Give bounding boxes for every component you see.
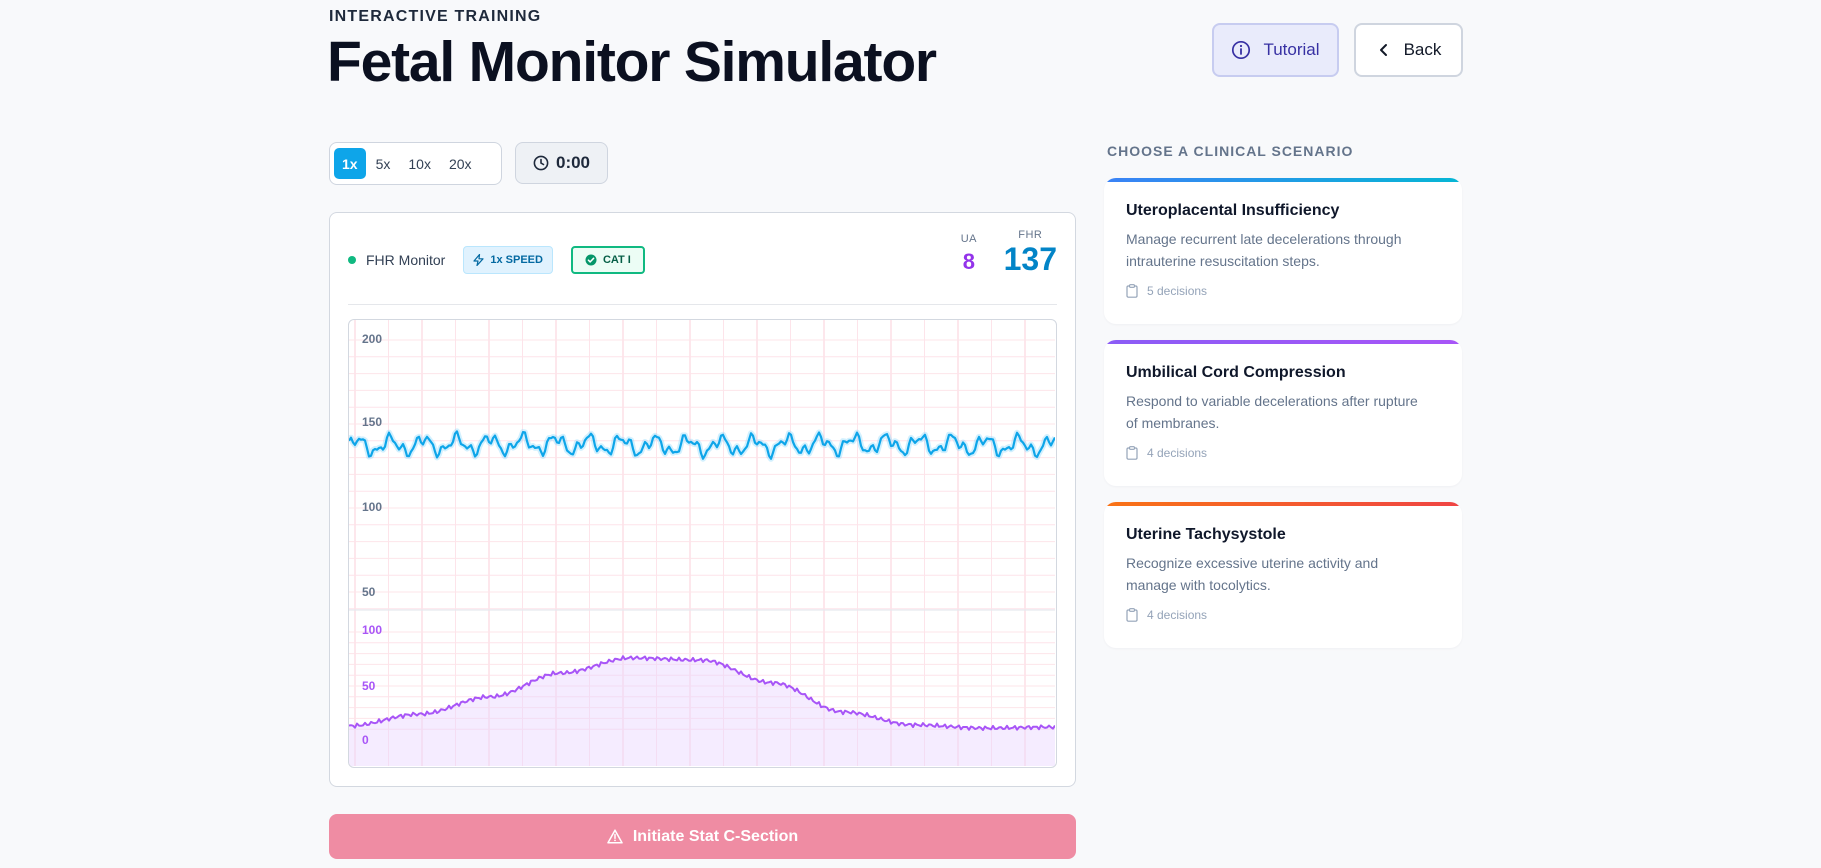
speed-selector: 1x 5x 10x 20x xyxy=(329,142,502,185)
tutorial-button-label: Tutorial xyxy=(1263,40,1320,59)
scenario-meta: 4 decisions xyxy=(1126,608,1207,622)
speed-option-10x[interactable]: 10x xyxy=(408,155,431,172)
fhr-tick-label: 150 xyxy=(362,415,383,429)
ua-tick-label: 100 xyxy=(362,623,383,637)
scenario-card-tachysystole[interactable]: Uterine Tachysystole Recognize excessive… xyxy=(1104,502,1462,648)
scenario-decisions: 5 decisions xyxy=(1147,284,1208,298)
fhr-tick-label: 50 xyxy=(362,585,376,599)
monitor-label: FHR Monitor xyxy=(366,252,446,268)
ctg-chart-svg xyxy=(349,320,1055,766)
speed-badge-label: 1x SPEED xyxy=(490,254,543,266)
scenario-accent-bar xyxy=(1104,340,1462,344)
speed-option-1x[interactable]: 1x xyxy=(334,148,366,179)
fhr-tick-label: 200 xyxy=(362,332,383,346)
speed-badge: 1x SPEED xyxy=(463,246,553,274)
chevron-left-icon xyxy=(1379,44,1387,56)
ua-value: 8 xyxy=(962,249,975,274)
page-title: Fetal Monitor Simulator xyxy=(327,30,937,94)
monitor-header: FHR Monitor 1x SPEED CAT I xyxy=(348,246,645,274)
clipboard-icon xyxy=(1126,446,1138,460)
clipboard-icon xyxy=(1126,284,1138,298)
ctg-chart: 200 150 100 50 100 50 0 xyxy=(348,319,1057,768)
scenario-decisions: 4 decisions xyxy=(1147,446,1208,460)
tutorial-button[interactable]: Tutorial xyxy=(1212,23,1339,77)
category-badge: CAT I xyxy=(570,246,645,274)
elapsed-timer: 0:00 xyxy=(515,142,608,184)
scenario-card-uteroplacental[interactable]: Uteroplacental Insufficiency Manage recu… xyxy=(1104,178,1462,324)
category-badge-label: CAT I xyxy=(602,254,631,266)
ua-trace-line xyxy=(349,655,1055,731)
csection-button-label: Initiate Stat C-Section xyxy=(632,827,799,845)
scenario-title: Uteroplacental Insufficiency xyxy=(1126,202,1340,219)
ua-area xyxy=(349,656,1055,766)
fhr-label: FHR xyxy=(1018,229,1043,241)
scenario-description: Recognize excessive uterine activity and… xyxy=(1126,555,1379,593)
ua-tick-label: 50 xyxy=(362,679,376,693)
check-circle-icon xyxy=(585,254,597,266)
ua-label: UA xyxy=(960,233,977,245)
scenario-description: Respond to variable decelerations after … xyxy=(1126,393,1418,431)
fhr-readout: FHR 137 xyxy=(1004,229,1057,278)
scenario-meta: 5 decisions xyxy=(1126,284,1207,298)
warning-triangle-icon xyxy=(607,829,623,844)
scenario-accent-bar xyxy=(1104,178,1462,182)
scenario-title: Umbilical Cord Compression xyxy=(1126,364,1346,381)
scenario-accent-bar xyxy=(1104,502,1462,506)
status-dot xyxy=(348,256,356,264)
scenario-decisions: 4 decisions xyxy=(1147,608,1208,622)
timer-value: 0:00 xyxy=(555,153,591,172)
clipboard-icon xyxy=(1126,608,1138,622)
fhr-tick-label: 100 xyxy=(362,500,383,514)
fhr-monitor-panel: FHR Monitor 1x SPEED CAT I UA 8 FHR 137 … xyxy=(329,212,1076,787)
ua-readout: UA 8 xyxy=(961,233,977,275)
scenario-heading: CHOOSE A CLINICAL SCENARIO xyxy=(1107,143,1354,159)
lightning-icon xyxy=(473,254,484,266)
info-icon xyxy=(1232,40,1251,60)
speed-option-20x[interactable]: 20x xyxy=(448,155,472,172)
eyebrow-label: INTERACTIVE TRAINING xyxy=(329,8,542,25)
speed-option-5x[interactable]: 5x xyxy=(375,155,391,172)
fhr-trace-line xyxy=(349,430,1055,460)
clock-icon xyxy=(533,155,549,171)
scenario-description: Manage recurrent late decelerations thro… xyxy=(1126,231,1402,269)
back-button-label: Back xyxy=(1403,40,1442,59)
monitor-divider xyxy=(348,304,1057,305)
initiate-csection-button[interactable]: Initiate Stat C-Section xyxy=(329,814,1076,859)
ua-tick-label: 0 xyxy=(362,733,369,747)
scenario-title: Uterine Tachysystole xyxy=(1126,526,1286,543)
fhr-value: 137 xyxy=(1003,241,1057,277)
back-button[interactable]: Back xyxy=(1354,23,1463,77)
scenario-meta: 4 decisions xyxy=(1126,446,1207,460)
scenario-card-cord-compression[interactable]: Umbilical Cord Compression Respond to va… xyxy=(1104,340,1462,486)
